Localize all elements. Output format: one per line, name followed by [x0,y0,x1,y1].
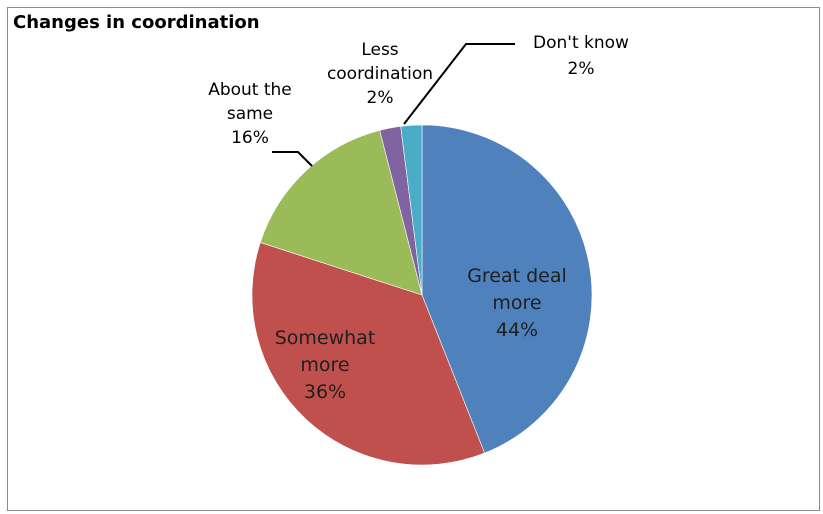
pie-slice-don-t-know [400,124,423,296]
slice-label-somewhat-more: Somewhat more 36% [275,327,376,403]
slice-label-line: Don't know [533,33,629,53]
slice-label-line: more [492,292,541,314]
slice-value-less-coordination: 2% [367,88,394,108]
slice-value-don-t-know: 2% [568,59,595,79]
slice-label-line: same [227,104,273,124]
slice-label-about-the-same: About the same 16% [208,80,292,148]
pie-slice-somewhat-more [251,242,485,466]
slice-label-line: Great deal [467,265,567,287]
slice-value-about-the-same: 16% [231,128,269,148]
chart-title: Changes in coordination [13,12,260,33]
slice-label-less-coordination: Less coordination 2% [327,40,433,108]
slice-label-line: more [300,354,349,376]
slice-label-line: coordination [327,64,433,84]
slice-label-don-t-know: Don't know 2% [533,33,629,79]
leader-line-about-the-same [272,151,313,167]
slice-value-somewhat-more: 36% [304,381,346,403]
slice-label-line: Less [361,40,398,60]
slice-label-line: Somewhat [275,327,376,349]
pie-slice-great-deal-more [421,124,593,454]
pie-slices [251,124,593,466]
pie-slice-about-the-same [259,129,423,296]
slice-value-great-deal-more: 44% [496,319,538,341]
slice-label-line: About the [208,80,292,100]
slice-label-great-deal-more: Great deal more 44% [467,265,567,341]
leader-line-don-t-know [403,43,515,125]
